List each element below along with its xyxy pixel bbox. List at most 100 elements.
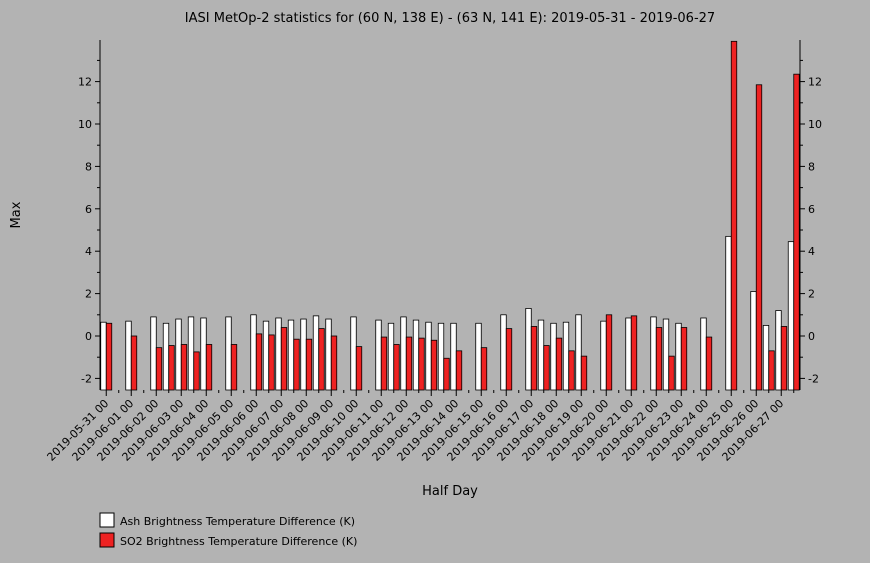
ash-bar xyxy=(550,322,557,391)
y-tick-label-left: 2 xyxy=(85,288,92,301)
y-tick-label-right: 10 xyxy=(808,118,822,131)
y-tick-label-left: 10 xyxy=(78,118,92,131)
y-tick-label-left: 12 xyxy=(78,76,92,89)
so2-bar xyxy=(443,357,450,391)
ash-bar xyxy=(775,310,782,391)
ash-bar xyxy=(400,316,407,391)
y-tick-label-right: 2 xyxy=(808,288,815,301)
ash-bar xyxy=(450,322,457,391)
so2-bar xyxy=(630,315,638,391)
ash-bar xyxy=(675,322,682,391)
ash-bar xyxy=(787,241,795,391)
ash-bar xyxy=(225,316,232,391)
bars xyxy=(100,40,800,391)
so2-bar xyxy=(668,355,675,391)
so2-bar xyxy=(680,327,688,391)
y-axis-label: Max xyxy=(9,201,24,228)
so2-bar xyxy=(230,344,238,391)
so2-bar xyxy=(793,73,800,391)
ash-bar xyxy=(162,322,170,391)
legend-label-so2: SO2 Brightness Temperature Difference (K… xyxy=(120,535,357,548)
ash-bar xyxy=(575,314,582,391)
y-tick-label-right: 4 xyxy=(808,245,815,258)
legend-label-ash: Ash Brightness Temperature Difference (K… xyxy=(120,515,355,528)
axes xyxy=(99,40,801,390)
ash-bar xyxy=(187,316,195,391)
so2-bar xyxy=(455,350,463,391)
ash-bar xyxy=(100,321,107,391)
legend-swatch-so2 xyxy=(99,532,115,548)
so2-bar xyxy=(780,326,788,391)
so2-bar xyxy=(555,337,563,391)
y-tick-label-left: -2 xyxy=(81,372,92,385)
so2-bar xyxy=(330,335,338,391)
so2-bar xyxy=(655,327,663,391)
ash-bar xyxy=(700,317,707,391)
ash-bar xyxy=(562,321,570,391)
ash-bar xyxy=(750,291,757,391)
so2-bar xyxy=(168,345,175,391)
so2-bar xyxy=(280,327,288,391)
ash-bar xyxy=(200,317,207,391)
x-axis-label: Half Day xyxy=(422,484,478,499)
ash-bar xyxy=(275,317,282,391)
so2-bar xyxy=(130,335,138,391)
y-tick-label-right: 6 xyxy=(808,203,815,216)
ash-bar xyxy=(387,322,395,391)
so2-bar xyxy=(568,350,575,391)
so2-bar xyxy=(305,338,313,391)
ash-bar xyxy=(312,315,320,391)
y-tick-label-left: 0 xyxy=(85,330,92,343)
ash-bar xyxy=(325,318,332,391)
so2-bar xyxy=(180,344,188,391)
so2-bar xyxy=(543,345,550,391)
ash-bar xyxy=(250,314,257,391)
y-tick-label-right: 0 xyxy=(808,330,815,343)
so2-bar xyxy=(105,322,113,391)
so2-bar xyxy=(768,350,775,391)
ash-bar xyxy=(125,320,132,391)
y-tick-label-right: 12 xyxy=(808,76,822,89)
ash-bar xyxy=(437,322,445,391)
so2-bar xyxy=(318,328,325,391)
ash-bar xyxy=(662,318,670,391)
ash-bar xyxy=(625,317,632,391)
ash-bar xyxy=(262,320,270,391)
ash-bar xyxy=(475,322,482,391)
so2-bar xyxy=(293,338,300,391)
so2-bar xyxy=(705,336,713,391)
ash-bar xyxy=(150,316,157,391)
y-tick-label-left: 8 xyxy=(85,160,92,173)
ash-bar xyxy=(350,316,357,391)
y-tick-label-left: 6 xyxy=(85,203,92,216)
y-tick-label-left: 4 xyxy=(85,245,92,258)
so2-bar xyxy=(530,326,538,391)
so2-bar xyxy=(268,334,275,391)
ash-bar xyxy=(725,235,732,391)
so2-bar xyxy=(730,40,738,391)
legend-swatch-ash xyxy=(99,512,115,528)
ash-bar xyxy=(287,319,295,391)
so2-bar xyxy=(605,314,613,391)
ash-bar xyxy=(300,318,307,391)
y-tick-label-right: 8 xyxy=(808,160,815,173)
ash-bar xyxy=(412,319,420,391)
ash-bar xyxy=(525,308,532,391)
ash-bar xyxy=(500,314,507,391)
so2-bar xyxy=(155,347,163,391)
ash-bar xyxy=(175,318,182,391)
ash-bar xyxy=(375,319,382,391)
so2-bar xyxy=(393,344,400,391)
chart-title: IASI MetOp-2 statistics for (60 N, 138 E… xyxy=(185,11,715,26)
ash-bar xyxy=(425,321,432,391)
so2-bar xyxy=(430,339,438,391)
so2-bar xyxy=(405,336,413,391)
so2-bar xyxy=(480,347,488,391)
so2-bar xyxy=(580,355,588,391)
so2-bar xyxy=(355,346,363,391)
ash-bar xyxy=(537,319,545,391)
so2-bar xyxy=(255,333,263,391)
so2-bar xyxy=(755,84,763,391)
so2-bar xyxy=(380,336,388,391)
